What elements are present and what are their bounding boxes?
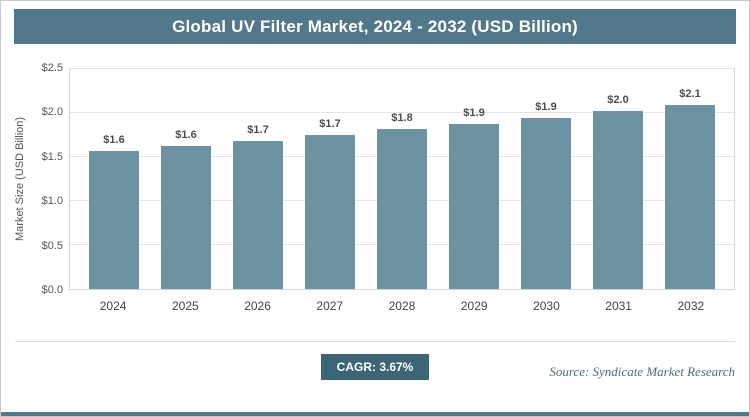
bar [89,151,139,289]
bar-value-label: $1.9 [535,101,557,113]
y-axis-tick-labels: $0.0 $0.5 $1.0 $1.5 $2.0 $2.5 [29,62,69,296]
bar-value-label: $1.6 [175,129,197,141]
bar [377,129,427,289]
bar-value-label: $2.0 [607,94,629,106]
y-tick-label: $2.0 [41,106,63,119]
bar [449,124,499,289]
bar-value-label: $2.1 [679,88,701,100]
x-tick-label: 2025 [171,299,199,313]
chart-body: $0.0 $0.5 $1.0 $1.5 $2.0 $2.5 $1.6 $1.6 $1.7 $1.… [29,62,735,313]
x-tick-label: 2029 [460,299,488,313]
cagr-badge: CAGR: 3.67% [320,354,430,380]
bar-group: $1.6 [78,134,150,289]
bar [233,141,283,289]
bar [665,105,715,289]
y-tick-label: $1.0 [41,195,63,208]
chart-footer: CAGR: 3.67% Source: Syndicate Market Res… [15,341,735,380]
bar [161,146,211,289]
accent-strip [1,412,749,416]
bar-group: $1.9 [438,107,510,289]
bar-value-label: $1.6 [103,134,125,146]
cagr-label: CAGR: 3.67% [336,360,414,374]
bar [305,135,355,289]
bar [521,118,571,289]
y-tick-label: $2.5 [41,62,63,74]
gridline [70,68,734,69]
bar-value-label: $1.7 [319,118,341,130]
gridline [70,112,734,113]
bar-group: $2.1 [654,88,726,289]
x-tick-label: 2031 [605,299,632,313]
x-tick-label: 2026 [244,299,271,313]
y-tick-label: $0.0 [41,284,63,296]
x-tick-label: 2032 [677,299,705,313]
bar-group: $1.9 [510,101,582,289]
x-axis-tick-labels: 2024 2025 2026 2027 2028 2029 2030 2031 2032 [69,299,735,313]
chart-title: Global UV Filter Market, 2024 - 2032 (US… [172,16,578,36]
chart-region: Market Size (USD Billion) $0.0 $0.5 $1.0 $1… [11,62,735,313]
bar [593,111,643,289]
y-axis-title: Market Size (USD Billion) [14,116,26,242]
chart-title-bar: Global UV Filter Market, 2024 - 2032 (US… [14,9,736,44]
source-text: Source: Syndicate Market Research [549,364,735,379]
bar-value-label: $1.7 [247,124,269,136]
plot-area: $1.6 $1.6 $1.7 $1.7 $1.8 $1.9 $1.9 $2.0 $2.1 [69,68,735,290]
y-tick-label: $0.5 [41,239,63,252]
bar-group: $1.7 [222,124,294,289]
bar-value-label: $1.8 [391,112,413,124]
bar-group: $1.7 [294,118,366,289]
bar-group: $2.0 [582,94,654,289]
bar-value-label: $1.9 [463,107,485,119]
bar-group: $1.8 [366,112,438,289]
bar-group: $1.6 [150,129,222,289]
x-tick-label: 2028 [388,299,416,313]
x-tick-label: 2030 [533,299,560,313]
bars-layer: $1.6 $1.6 $1.7 $1.7 $1.8 $1.9 $1.9 $2.0 $2.1 [70,69,734,289]
x-tick-label: 2027 [316,299,344,313]
y-tick-label: $1.5 [41,150,63,163]
plot-wrap: $1.6 $1.6 $1.7 $1.7 $1.8 $1.9 $1.9 $2.0 $2.1 202… [69,68,735,313]
x-tick-label: 2024 [99,299,127,313]
